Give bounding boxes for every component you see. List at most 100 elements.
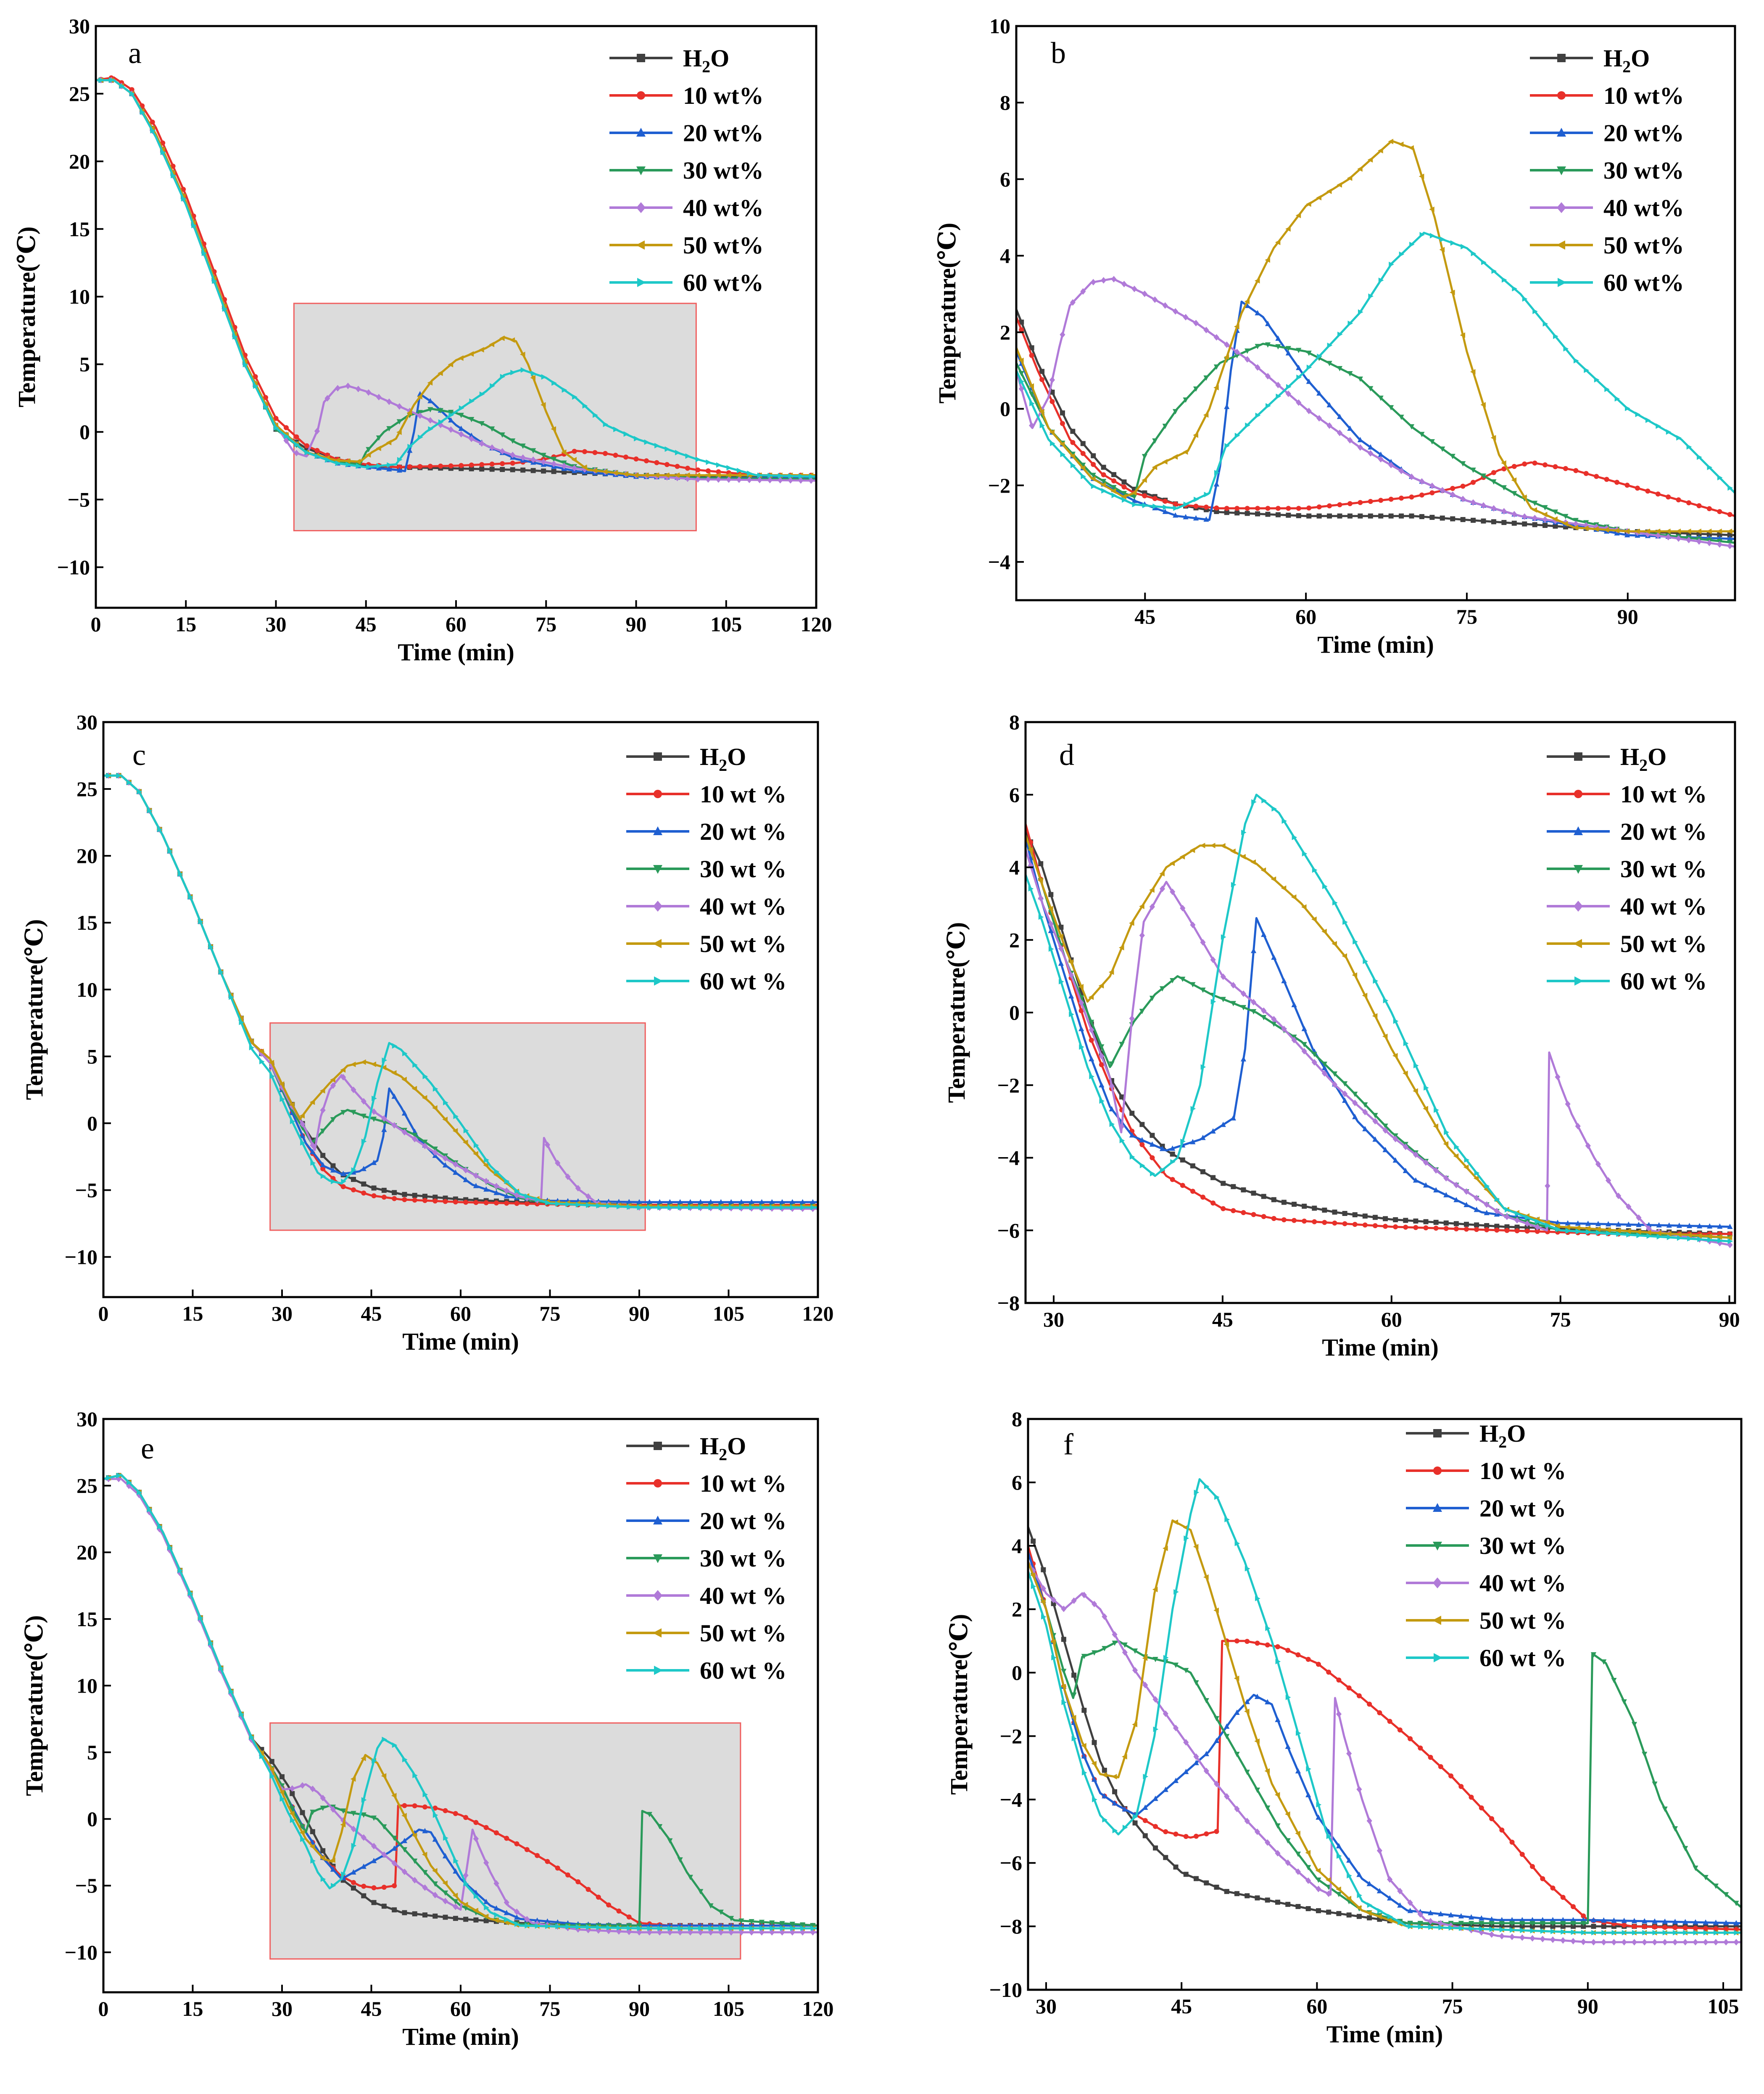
data-point bbox=[1336, 1711, 1342, 1717]
x-axis-label: Time (min) bbox=[398, 638, 514, 666]
data-point bbox=[1652, 1918, 1658, 1924]
data-point bbox=[412, 1911, 417, 1917]
data-point bbox=[412, 1136, 418, 1142]
data-point bbox=[1296, 506, 1301, 511]
y-tick-label: 30 bbox=[69, 14, 90, 38]
data-point bbox=[1469, 1925, 1474, 1932]
data-point bbox=[1245, 422, 1250, 428]
data-point bbox=[1427, 1917, 1434, 1925]
data-point bbox=[1682, 1919, 1688, 1925]
data-point bbox=[494, 1830, 499, 1836]
data-point bbox=[1362, 1222, 1368, 1228]
data-point bbox=[1261, 1194, 1266, 1199]
data-point bbox=[531, 370, 536, 377]
data-point bbox=[1458, 1784, 1464, 1789]
data-point bbox=[1356, 1786, 1362, 1793]
series-line bbox=[1026, 849, 1730, 1246]
data-point bbox=[1417, 1921, 1423, 1926]
data-point bbox=[1132, 1667, 1138, 1674]
y-tick-label: −10 bbox=[65, 1941, 98, 1964]
data-point bbox=[1484, 1201, 1490, 1208]
data-point bbox=[1727, 1242, 1733, 1248]
series-s50 bbox=[1016, 139, 1735, 534]
data-point bbox=[1409, 242, 1415, 248]
data-point bbox=[810, 1923, 816, 1928]
data-point bbox=[1450, 516, 1455, 522]
data-point bbox=[427, 464, 433, 469]
data-point bbox=[1377, 1710, 1382, 1715]
data-point bbox=[402, 1197, 407, 1203]
data-point bbox=[1697, 1236, 1703, 1242]
data-point bbox=[1501, 520, 1507, 525]
data-point bbox=[1614, 396, 1620, 402]
legend-marker bbox=[653, 1590, 662, 1601]
data-point bbox=[1573, 525, 1578, 530]
y-tick-label: 15 bbox=[69, 217, 90, 241]
data-point bbox=[483, 1859, 489, 1866]
data-point bbox=[442, 1898, 448, 1904]
data-point bbox=[1111, 493, 1117, 498]
data-point bbox=[1312, 1205, 1317, 1211]
data-point bbox=[412, 1803, 417, 1809]
data-point bbox=[1261, 1015, 1267, 1021]
data-point bbox=[157, 826, 163, 833]
series-line bbox=[1016, 232, 1735, 509]
data-point bbox=[1383, 1224, 1388, 1229]
data-point bbox=[493, 1183, 499, 1189]
data-point bbox=[1316, 1802, 1322, 1808]
x-tick-label: 105 bbox=[713, 1997, 744, 2020]
data-point bbox=[361, 1059, 366, 1065]
data-point bbox=[1530, 1864, 1535, 1869]
data-point bbox=[718, 1925, 724, 1931]
data-point bbox=[1342, 919, 1348, 925]
y-axis-label: Temperature(℃) bbox=[933, 223, 961, 404]
data-point bbox=[1409, 513, 1414, 519]
data-point bbox=[1275, 1823, 1281, 1829]
data-point bbox=[736, 476, 742, 483]
data-point bbox=[1322, 1208, 1327, 1213]
data-point bbox=[453, 1903, 459, 1910]
data-point bbox=[561, 449, 567, 455]
data-point bbox=[1450, 486, 1455, 491]
data-point bbox=[1173, 1865, 1179, 1870]
data-point bbox=[1458, 1921, 1464, 1926]
data-point bbox=[1291, 894, 1297, 900]
data-point bbox=[463, 1128, 469, 1134]
y-tick-label: 0 bbox=[79, 420, 90, 444]
data-point bbox=[109, 77, 114, 83]
data-point bbox=[708, 1929, 714, 1936]
y-tick-label: 30 bbox=[76, 710, 98, 734]
data-point bbox=[290, 1118, 295, 1124]
data-point bbox=[320, 1173, 326, 1179]
y-tick-label: 8 bbox=[1012, 1407, 1022, 1431]
data-point bbox=[1723, 1926, 1729, 1932]
data-point bbox=[708, 1903, 714, 1909]
data-point bbox=[396, 419, 402, 425]
data-point bbox=[443, 1199, 448, 1204]
data-point bbox=[779, 1929, 785, 1936]
data-point bbox=[1153, 1845, 1158, 1851]
data-point bbox=[1682, 1939, 1688, 1946]
data-point bbox=[229, 1688, 234, 1694]
data-point bbox=[1316, 1886, 1321, 1893]
series-s40 bbox=[1028, 1561, 1741, 1946]
data-point bbox=[647, 1205, 653, 1211]
data-point bbox=[1529, 1921, 1535, 1926]
data-point bbox=[208, 944, 214, 950]
data-point bbox=[453, 1161, 459, 1168]
data-point bbox=[269, 1773, 275, 1779]
data-point bbox=[705, 472, 711, 478]
data-point bbox=[1672, 1925, 1678, 1930]
data-point bbox=[1173, 1589, 1179, 1595]
data-point bbox=[422, 1095, 427, 1101]
data-point bbox=[1039, 377, 1045, 382]
y-tick-label: −4 bbox=[997, 1146, 1020, 1170]
data-point bbox=[1170, 978, 1176, 984]
legend-item: 20 wt % bbox=[1406, 1495, 1566, 1522]
data-point bbox=[150, 128, 156, 134]
data-point bbox=[1717, 1240, 1723, 1247]
data-point bbox=[586, 1924, 591, 1930]
legend-subscript: 2 bbox=[719, 1445, 727, 1464]
data-point bbox=[1048, 928, 1054, 934]
